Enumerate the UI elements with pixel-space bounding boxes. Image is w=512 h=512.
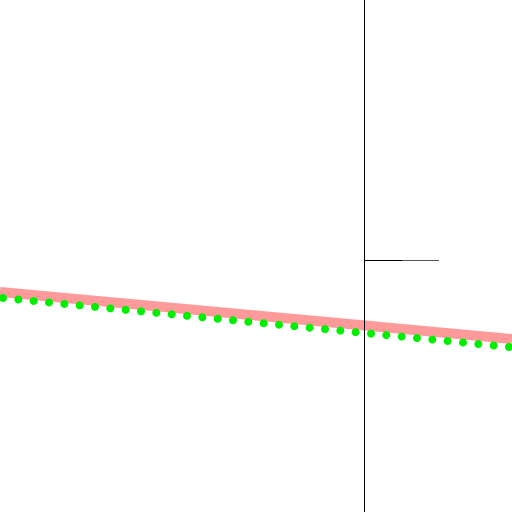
pink-band xyxy=(0,287,512,344)
green-dot xyxy=(351,328,360,337)
green-dot xyxy=(305,323,314,332)
green-dot xyxy=(75,301,84,310)
green-dot xyxy=(367,329,375,338)
green-dot xyxy=(14,295,23,304)
green-dots xyxy=(0,294,512,351)
green-dot xyxy=(474,340,483,349)
green-dot xyxy=(137,307,145,316)
green-dot xyxy=(259,319,268,328)
green-dot xyxy=(167,310,176,319)
green-dot xyxy=(443,337,452,346)
green-dot xyxy=(382,331,391,340)
green-dot xyxy=(106,304,115,313)
green-dot xyxy=(198,313,207,322)
green-dot xyxy=(121,305,130,314)
green-dot xyxy=(505,343,512,351)
green-dot xyxy=(91,302,99,311)
green-dot xyxy=(336,326,345,335)
green-dot xyxy=(60,299,69,308)
green-dot xyxy=(321,325,329,334)
green-dot xyxy=(213,314,222,323)
green-dot xyxy=(152,308,161,317)
green-dot xyxy=(244,317,253,326)
green-dot xyxy=(428,335,437,344)
green-dot xyxy=(459,338,467,347)
green-dot xyxy=(183,311,191,320)
green-dot xyxy=(0,294,7,302)
green-dot xyxy=(397,332,406,341)
green-dot xyxy=(275,320,283,329)
green-dot xyxy=(413,334,421,343)
green-dot xyxy=(290,322,299,331)
green-dot xyxy=(229,316,237,325)
green-dot xyxy=(45,298,53,307)
green-dot xyxy=(29,296,38,305)
green-dot xyxy=(489,341,498,350)
